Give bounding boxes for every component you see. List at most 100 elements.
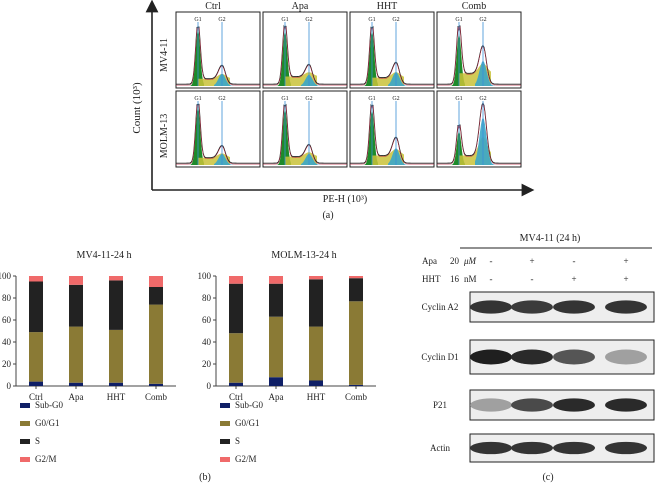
blot-label: Actin — [430, 443, 450, 453]
cell-cycle-bar-charts: MV4-11-24 h 0 20 40 60 80 100 Ctrl Apa HHT Comb MO… — [0, 250, 376, 483]
histogram-frame — [175, 90, 261, 168]
blot-band — [470, 349, 512, 365]
legend-swatch — [220, 457, 230, 462]
blot-band — [511, 349, 553, 365]
chart-title: MV4-11-24 h — [77, 250, 132, 261]
y-tick-label: 20 — [202, 359, 212, 369]
bar-segment — [309, 380, 323, 386]
histogram-cell: G1 G2 — [262, 90, 348, 168]
histogram-cell: G1 G2 — [436, 90, 522, 168]
legend-label: G0/G1 — [235, 418, 260, 428]
row-label: MV4-11 — [159, 38, 170, 72]
treatment-mark: - — [490, 256, 493, 266]
y-tick-label: 100 — [0, 271, 12, 281]
blot-band — [511, 441, 553, 455]
y-tick-label: 60 — [202, 315, 212, 325]
legend-label: G2/M — [35, 454, 57, 464]
legend-label: S — [35, 436, 40, 446]
blot-band — [553, 349, 595, 365]
g2-label: G2 — [479, 96, 486, 102]
g1-label: G1 — [281, 17, 288, 23]
bar-segment — [309, 279, 323, 327]
g1-peak-fill — [350, 109, 378, 165]
bar-segment — [149, 276, 163, 287]
column-header: Ctrl — [205, 1, 221, 12]
legend-swatch — [220, 403, 230, 408]
bar-segment — [269, 276, 283, 284]
y-tick-label: 20 — [2, 359, 12, 369]
histogram-cell: G1 G2 — [175, 11, 261, 89]
bar-segment — [109, 280, 123, 330]
g2-label: G2 — [479, 17, 486, 23]
treatment-mark: + — [623, 256, 628, 266]
x-axis-title: PE-H (10³) — [323, 194, 367, 205]
bar-segment — [349, 384, 363, 386]
bar-segment — [229, 382, 243, 386]
histogram-cell: G1 G2 — [175, 90, 261, 168]
y-tick-label: 0 — [7, 381, 12, 391]
blot-band — [511, 300, 553, 314]
g2-peak-fill — [301, 74, 321, 86]
bar-segment — [149, 287, 163, 305]
legend-right: Sub-G0 G0/G1 S G2/M — [220, 400, 264, 464]
legend-label: S — [235, 436, 240, 446]
g1-peak-fill — [437, 130, 465, 165]
legend-left: Sub-G0 G0/G1 S G2/M — [20, 400, 64, 464]
legend-swatch — [20, 457, 30, 462]
blot-band — [605, 349, 647, 365]
blot-band — [511, 398, 553, 412]
g1-label: G1 — [368, 17, 375, 23]
histogram-cell: G1 G2 — [436, 11, 522, 89]
blot-strips: Cyclin A2 Cyclin D1 P21 Actin — [421, 291, 655, 463]
legend-swatch — [220, 421, 230, 426]
x-tick-label: Apa — [269, 392, 284, 402]
g1-label: G1 — [368, 96, 375, 102]
blot-row: Actin — [430, 433, 655, 463]
bar-segment — [349, 276, 363, 279]
g1-label: G1 — [194, 96, 201, 102]
legend-label: Sub-G0 — [235, 400, 264, 410]
y-tick-label: 0 — [207, 381, 212, 391]
x-tick-label: Ctrl — [29, 392, 44, 402]
histogram-cell: G1 G2 — [349, 90, 435, 168]
treatment-mark: - — [531, 274, 534, 284]
treatment-mark: + — [529, 256, 534, 266]
g2-label: G2 — [305, 17, 312, 23]
fit-curve — [176, 27, 260, 86]
bar-segment — [69, 276, 83, 285]
blot-band — [553, 441, 595, 455]
treatment-unit: nM — [464, 274, 477, 284]
g2-peak-fill — [301, 153, 321, 165]
bar-segment — [269, 283, 283, 317]
histogram-curve — [263, 103, 347, 164]
treatment-mark: + — [623, 274, 628, 284]
blot-band — [470, 398, 512, 412]
g1-peak-fill — [263, 30, 291, 86]
bar-segment — [309, 326, 323, 381]
bar-segment — [69, 382, 83, 386]
legend-label: G0/G1 — [35, 418, 60, 428]
g2-label: G2 — [218, 96, 225, 102]
bar-segment — [229, 276, 243, 284]
western-blot-panel: MV4-11 (24 h) Apa 20 μM HHT 16 nM - + - … — [421, 233, 655, 483]
fit-curve — [437, 103, 521, 165]
bar-segment — [29, 276, 43, 282]
bar-segment — [69, 326, 83, 383]
g1-peak-fill — [176, 106, 204, 165]
y-tick-label: 80 — [2, 293, 12, 303]
legend-label: G2/M — [235, 454, 257, 464]
treatment-mark: - — [573, 256, 576, 266]
histogram-curve — [263, 24, 347, 85]
histogram-cell: G1 G2 — [349, 11, 435, 89]
histogram-curve — [350, 25, 434, 85]
blot-title: MV4-11 (24 h) — [520, 233, 581, 244]
chart-title: MOLM-13-24 h — [271, 250, 336, 261]
y-tick-label: 60 — [2, 315, 12, 325]
legend-swatch — [20, 439, 30, 444]
x-tick-label: HHT — [307, 392, 326, 402]
histogram-curve — [176, 26, 260, 85]
y-tick-label: 80 — [202, 293, 212, 303]
g2-peak-fill — [475, 117, 495, 165]
treatment-drug: HHT — [422, 274, 441, 284]
flow-cytometry-panel: Count (10³) PE-H (10³) (a) Ctrl Apa HHT … — [131, 0, 535, 221]
